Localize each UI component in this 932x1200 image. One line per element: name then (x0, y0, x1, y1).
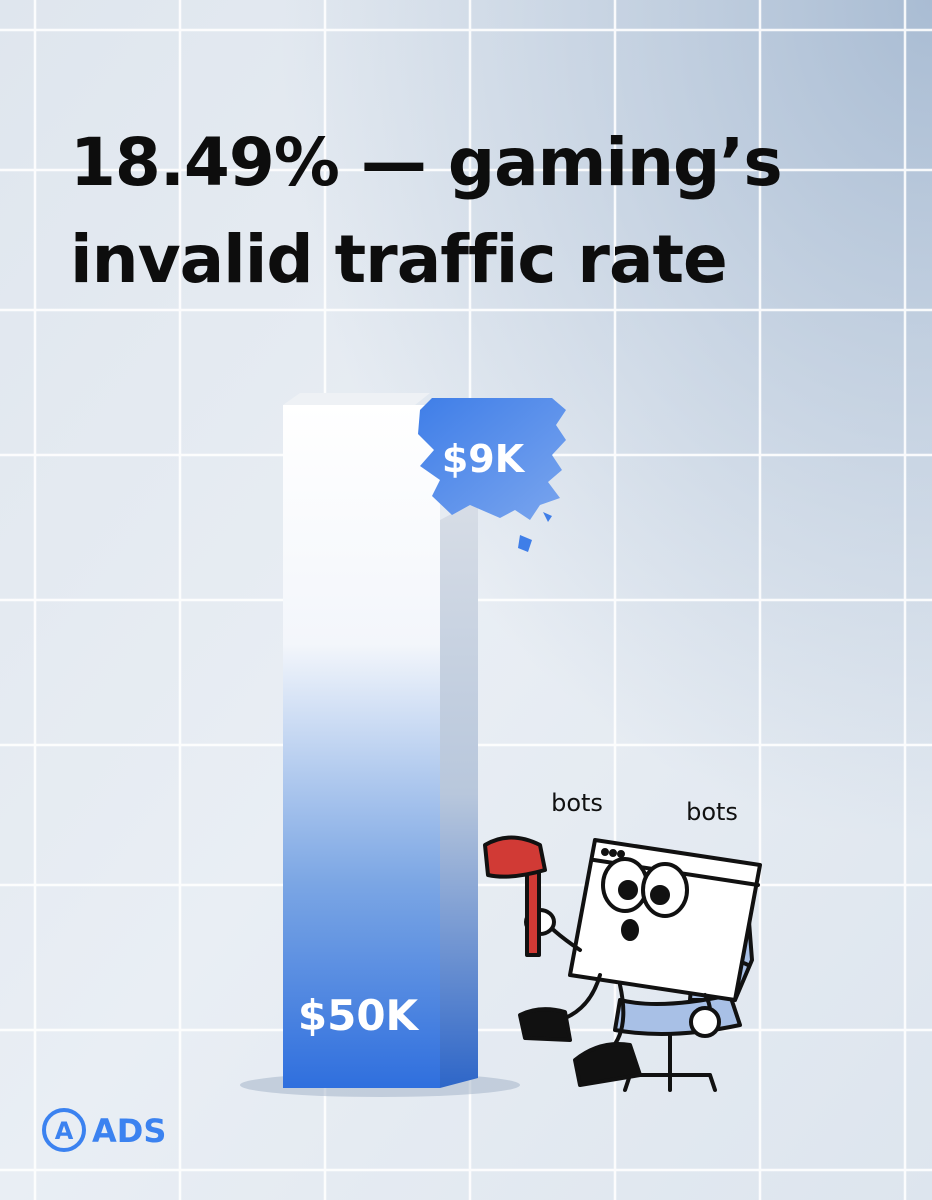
annotation: bots (551, 789, 603, 817)
annotation: bots (686, 798, 738, 826)
logo-icon-letter: A (55, 1117, 74, 1145)
bar-front (283, 405, 440, 1088)
chunk-label: $9K (442, 437, 526, 481)
logo-text: ADS (92, 1112, 166, 1150)
bar-label: $50K (298, 991, 420, 1040)
logo-icon (42, 1108, 86, 1152)
chunk-debris (518, 535, 532, 552)
chunk-debris (543, 512, 552, 522)
bar-side (440, 500, 478, 1088)
bot-character (483, 835, 762, 1092)
chunk (418, 398, 566, 520)
title-line: 18.49% — gaming’s (70, 124, 782, 201)
title-line: invalid traffic rate (70, 221, 727, 298)
bar-top (283, 393, 430, 405)
